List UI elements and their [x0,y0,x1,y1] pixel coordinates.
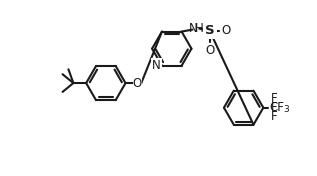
Text: O: O [221,24,230,37]
Text: F: F [271,101,278,114]
Text: S: S [205,24,215,37]
Text: F: F [271,92,278,105]
Text: CF: CF [269,101,284,114]
Text: H: H [194,22,203,35]
Text: O: O [133,77,142,90]
Text: F: F [271,110,278,123]
Text: 3: 3 [283,105,289,114]
Text: O: O [205,44,215,57]
Text: N: N [189,22,197,35]
Text: N: N [152,59,161,72]
